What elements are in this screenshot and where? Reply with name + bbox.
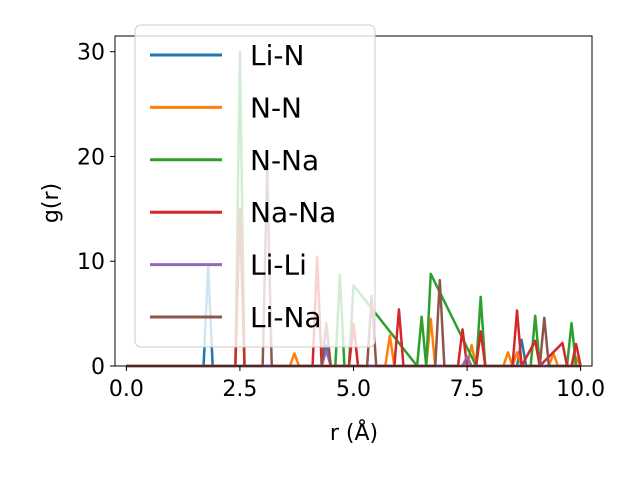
- legend-label-2: N-Na: [250, 144, 319, 177]
- legend-label-5: Li-Na: [250, 301, 322, 334]
- y-axis: 0 10 20 30: [77, 41, 115, 380]
- y-tick-label: 0: [91, 355, 105, 380]
- x-axis-label: r (Å): [330, 419, 378, 446]
- y-tick-label: 10: [77, 250, 105, 275]
- legend: Li-N N-N N-Na Na-Na Li-Li Li-Na: [134, 24, 376, 348]
- y-tick-label: 20: [77, 145, 105, 170]
- x-tick-label: 2.5: [222, 377, 257, 402]
- legend-label-3: Na-Na: [250, 196, 336, 229]
- legend-items: Li-N N-N N-Na Na-Na Li-Li Li-Na: [150, 39, 336, 334]
- x-tick-label: 0.0: [109, 377, 144, 402]
- y-axis-label: g(r): [39, 183, 64, 223]
- x-tick-label: 7.5: [450, 377, 485, 402]
- x-tick-label: 10.0: [556, 377, 605, 402]
- legend-label-0: Li-N: [250, 39, 304, 72]
- x-axis: 0.0 2.5 5.0 7.5 10.0: [109, 366, 605, 402]
- y-tick-label: 30: [77, 41, 105, 66]
- x-tick-label: 5.0: [336, 377, 371, 402]
- legend-box: [134, 24, 376, 348]
- legend-label-1: N-N: [250, 91, 302, 124]
- legend-label-4: Li-Li: [250, 249, 307, 282]
